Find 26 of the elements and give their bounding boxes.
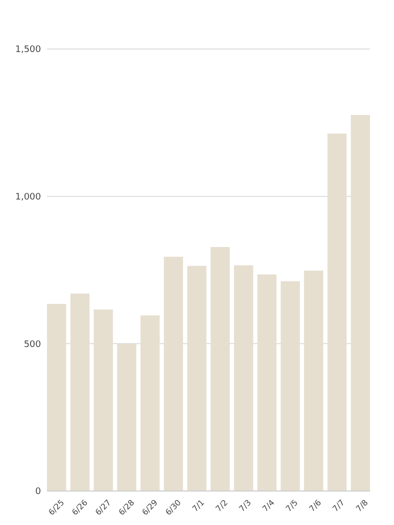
bar	[187, 266, 206, 491]
x-tick-label: 7/3	[237, 498, 253, 514]
x-tick-label: 7/2	[214, 498, 230, 514]
y-tick-label: 500	[24, 340, 42, 350]
bar	[304, 270, 324, 491]
x-tick-label: 7/5	[284, 498, 300, 514]
x-tick-label: 7/1	[190, 498, 206, 514]
x-tick-label: 7/6	[308, 498, 324, 514]
bar	[117, 344, 136, 491]
bar	[210, 247, 230, 491]
bar	[280, 281, 300, 491]
y-tick-label: 1,500	[15, 45, 42, 56]
x-tick-label: 7/8	[354, 498, 370, 514]
bar	[140, 315, 160, 491]
bar	[234, 265, 254, 491]
y-tick-label: 0	[35, 487, 42, 498]
bar	[257, 274, 277, 491]
y-tick-label: 1,000	[15, 192, 42, 202]
bar	[164, 256, 184, 491]
bar	[70, 294, 90, 491]
bar	[47, 304, 66, 491]
bar	[94, 309, 113, 491]
bar	[327, 134, 347, 491]
x-tick-label: 7/4	[260, 498, 276, 514]
bar	[350, 115, 370, 491]
x-tick-label: 7/7	[330, 498, 346, 514]
